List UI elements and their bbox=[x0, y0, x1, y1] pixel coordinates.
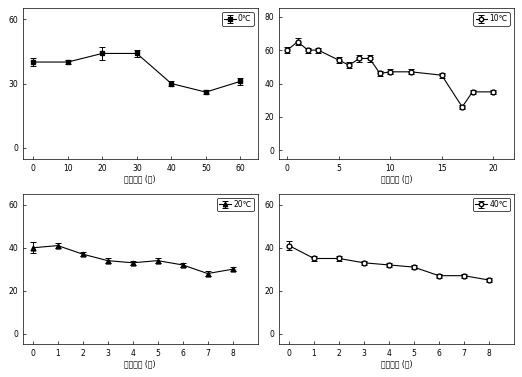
Legend: 0℃: 0℃ bbox=[222, 12, 254, 26]
Legend: 10℃: 10℃ bbox=[473, 12, 510, 26]
X-axis label: 저장기간 (주): 저장기간 (주) bbox=[381, 360, 412, 369]
X-axis label: 저장기간 (주): 저장기간 (주) bbox=[124, 360, 156, 369]
X-axis label: 저장기간 (주): 저장기간 (주) bbox=[381, 174, 412, 183]
X-axis label: 저장기간 (주): 저장기간 (주) bbox=[124, 174, 156, 183]
Legend: 40℃: 40℃ bbox=[473, 198, 510, 211]
Legend: 20℃: 20℃ bbox=[217, 198, 254, 211]
